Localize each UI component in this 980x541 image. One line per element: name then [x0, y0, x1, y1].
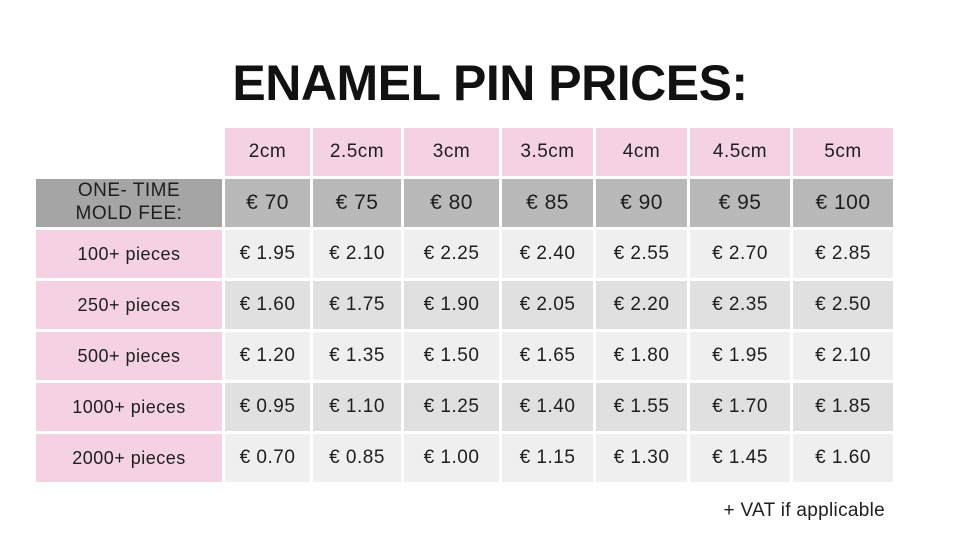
price-cell: € 1.50: [404, 332, 499, 380]
mold-fee-value-cell: € 90: [596, 179, 687, 227]
price-cell: € 1.95: [690, 332, 790, 380]
size-header-cell: 4cm: [596, 128, 687, 176]
mold-fee-value-cell: € 70: [225, 179, 310, 227]
price-cell: € 2.85: [793, 230, 893, 278]
price-cell: € 1.80: [596, 332, 687, 380]
table-body: ONE- TIME MOLD FEE: € 70 € 75 € 80 € 85 € 90 €…: [36, 179, 893, 482]
price-cell: € 1.60: [225, 281, 310, 329]
price-cell: € 1.10: [313, 383, 401, 431]
price-cell: € 2.70: [690, 230, 790, 278]
price-cell: € 2.25: [404, 230, 499, 278]
quantity-label: 250+ pieces: [36, 281, 222, 329]
price-cell: € 0.95: [225, 383, 310, 431]
price-cell: € 2.10: [313, 230, 401, 278]
price-row: 1000+ pieces € 0.95 € 1.10 € 1.25 € 1.40 € 1.…: [36, 383, 893, 431]
price-row: 500+ pieces € 1.20 € 1.35 € 1.50 € 1.65 € 1.8…: [36, 332, 893, 380]
price-table: 2cm 2.5cm 3cm 3.5cm 4cm 4.5cm 5cm ONE- TIME MO…: [33, 125, 896, 485]
price-cell: € 1.55: [596, 383, 687, 431]
price-cell: € 1.70: [690, 383, 790, 431]
price-cell: € 1.95: [225, 230, 310, 278]
corner-cell: [36, 128, 222, 176]
quantity-label: 1000+ pieces: [36, 383, 222, 431]
price-cell: € 2.10: [793, 332, 893, 380]
price-cell: € 2.40: [502, 230, 593, 278]
price-cell: € 1.40: [502, 383, 593, 431]
size-header-cell: 2cm: [225, 128, 310, 176]
price-cell: € 1.35: [313, 332, 401, 380]
mold-fee-label: ONE- TIME MOLD FEE:: [36, 179, 222, 227]
mold-fee-value-cell: € 80: [404, 179, 499, 227]
price-row: 250+ pieces € 1.60 € 1.75 € 1.90 € 2.05 € 2.2…: [36, 281, 893, 329]
mold-fee-value-cell: € 95: [690, 179, 790, 227]
price-cell: € 1.15: [502, 434, 593, 482]
price-row: 100+ pieces € 1.95 € 2.10 € 2.25 € 2.40 € 2.5…: [36, 230, 893, 278]
price-cell: € 1.20: [225, 332, 310, 380]
price-cell: € 1.90: [404, 281, 499, 329]
size-header-cell: 3cm: [404, 128, 499, 176]
price-cell: € 1.25: [404, 383, 499, 431]
price-cell: € 0.85: [313, 434, 401, 482]
page-title: ENAMEL PIN PRICES:: [232, 55, 748, 111]
price-cell: € 2.35: [690, 281, 790, 329]
size-header-cell: 3.5cm: [502, 128, 593, 176]
quantity-label: 100+ pieces: [36, 230, 222, 278]
quantity-label: 2000+ pieces: [36, 434, 222, 482]
price-cell: € 2.50: [793, 281, 893, 329]
mold-fee-value-cell: € 100: [793, 179, 893, 227]
mold-fee-value-cell: € 85: [502, 179, 593, 227]
price-cell: € 2.20: [596, 281, 687, 329]
price-cell: € 1.65: [502, 332, 593, 380]
size-header-cell: 2.5cm: [313, 128, 401, 176]
price-cell: € 1.85: [793, 383, 893, 431]
price-cell: € 1.30: [596, 434, 687, 482]
price-table-container: 2cm 2.5cm 3cm 3.5cm 4cm 4.5cm 5cm ONE- TIME MO…: [33, 125, 896, 485]
vat-note: + VAT if applicable: [723, 500, 885, 521]
price-cell: € 1.00: [404, 434, 499, 482]
price-cell: € 2.55: [596, 230, 687, 278]
price-cell: € 1.60: [793, 434, 893, 482]
price-row: 2000+ pieces € 0.70 € 0.85 € 1.00 € 1.15 € 1.…: [36, 434, 893, 482]
price-cell: € 1.45: [690, 434, 790, 482]
table-head: 2cm 2.5cm 3cm 3.5cm 4cm 4.5cm 5cm: [36, 128, 893, 176]
price-cell: € 1.75: [313, 281, 401, 329]
size-header-row: 2cm 2.5cm 3cm 3.5cm 4cm 4.5cm 5cm: [36, 128, 893, 176]
mold-fee-row: ONE- TIME MOLD FEE: € 70 € 75 € 80 € 85 € 90 €…: [36, 179, 893, 227]
quantity-label: 500+ pieces: [36, 332, 222, 380]
price-cell: € 2.05: [502, 281, 593, 329]
size-header-cell: 4.5cm: [690, 128, 790, 176]
mold-fee-value-cell: € 75: [313, 179, 401, 227]
size-header-cell: 5cm: [793, 128, 893, 176]
price-cell: € 0.70: [225, 434, 310, 482]
